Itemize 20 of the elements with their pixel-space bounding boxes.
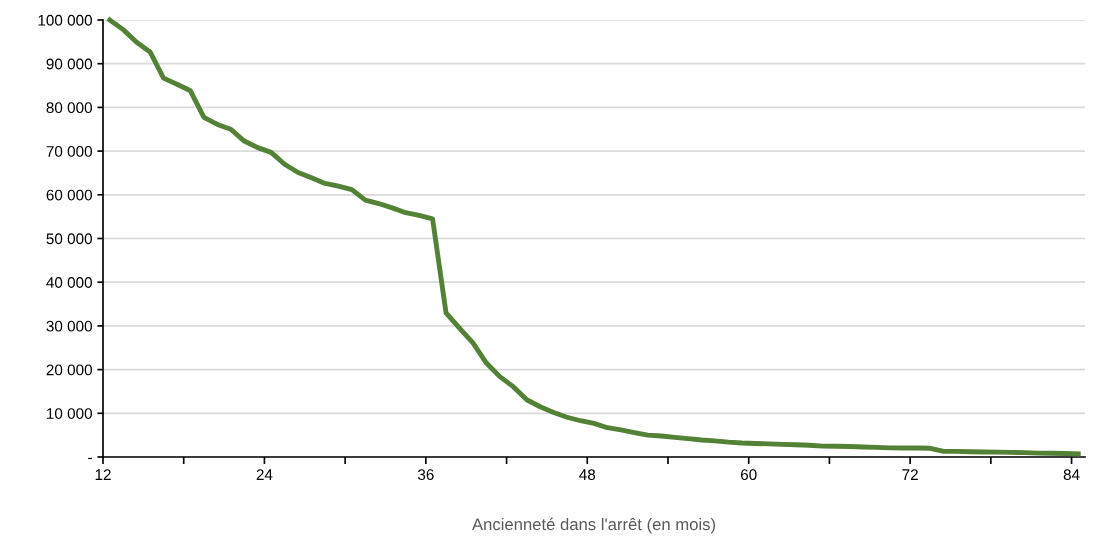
x-tick-label: 48 [579,469,596,481]
y-tick-label: 50 000 [46,233,92,245]
y-tick-label: 100 000 [38,14,92,26]
y-tick-label: 30 000 [46,320,92,332]
y-tick-label: 20 000 [46,364,92,376]
line-series [107,17,1081,457]
y-tick-label: 40 000 [46,277,92,288]
x-tick-label: 60 [740,469,757,481]
y-tick-label: 10 000 [47,408,92,419]
x-tick-label: 84 [1063,469,1080,481]
y-tick-label: 60 000 [46,189,92,201]
x-tick-label: 36 [417,469,434,481]
x-tick-label: 72 [902,469,918,480]
y-tick-label: 70 000 [46,145,92,157]
y-tick-label: 90 000 [46,58,92,70]
y-tick-label: 80 000 [46,102,92,114]
y-tick-label: - [88,457,92,460]
x-tick-label: 12 [95,469,111,480]
x-axis-title: Ancienneté dans l'arrêt (en mois) [472,517,715,534]
x-tick-label: 24 [256,469,273,480]
